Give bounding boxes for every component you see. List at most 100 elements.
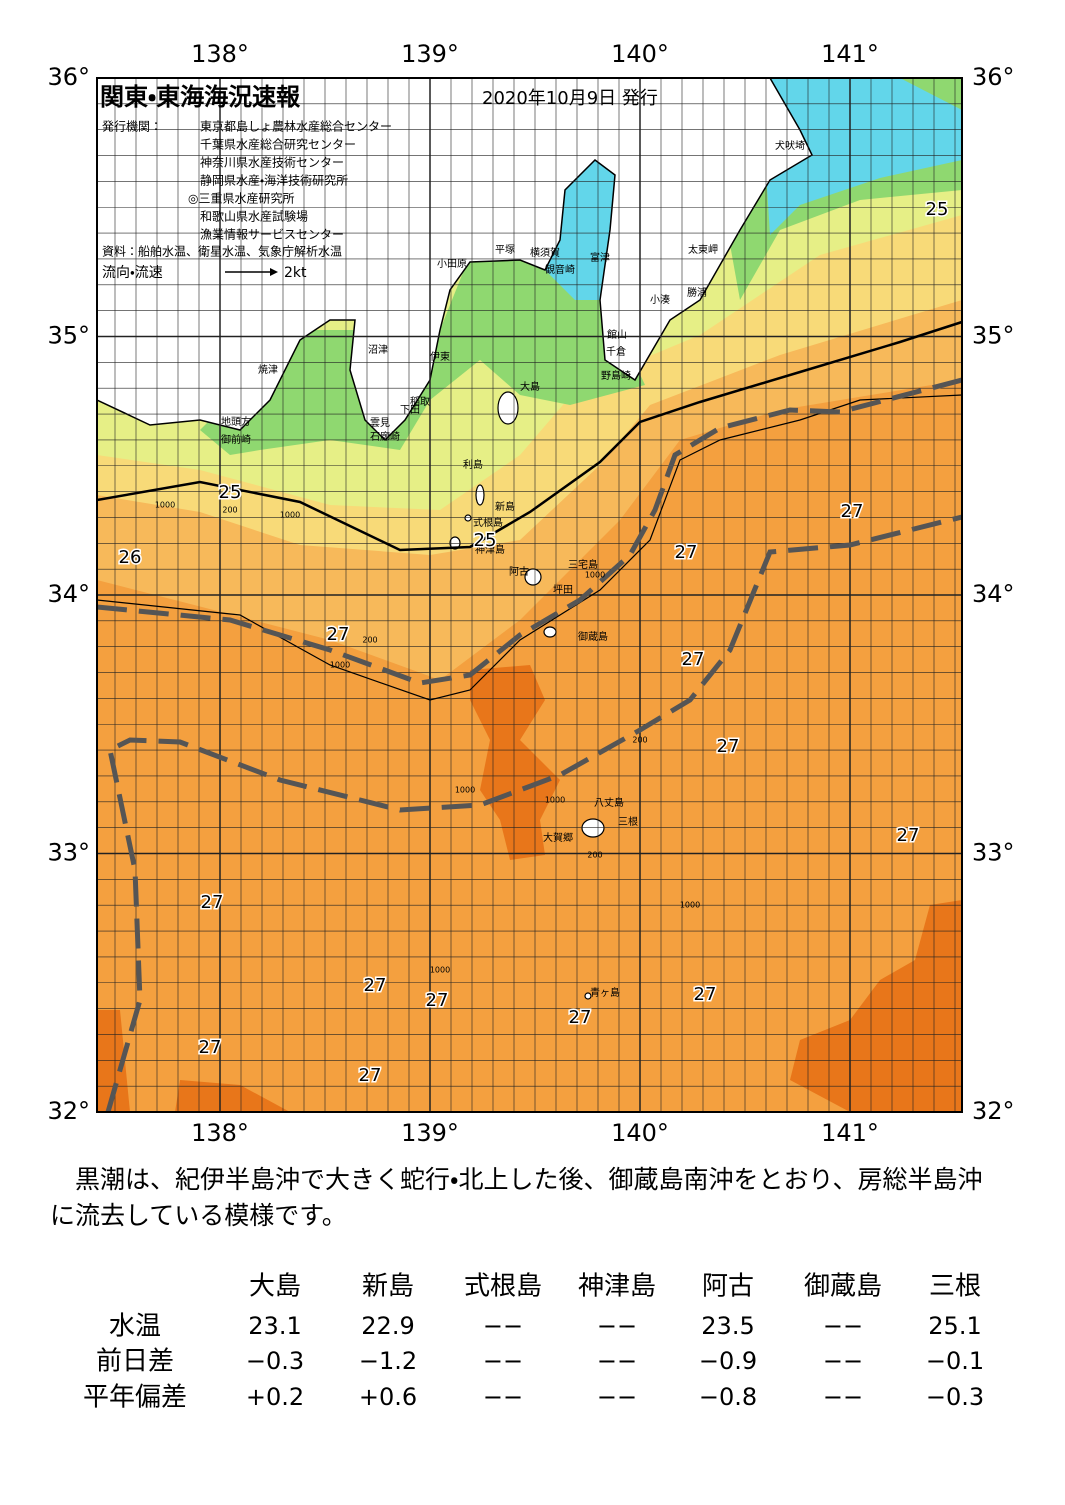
place-name: 御前崎 — [221, 433, 251, 446]
place-name: 大賀郷 — [543, 831, 573, 844]
place-name: 小湊 — [650, 293, 670, 306]
isotherm-line — [97, 320, 962, 552]
sea-hot — [790, 900, 962, 1112]
lon-label: 139° — [401, 40, 459, 68]
publisher: ◎三重県水産研究所 — [188, 192, 294, 206]
depth-label: 1000 — [455, 786, 475, 795]
isotherm-label: 27 — [201, 892, 224, 913]
place-name: 千倉 — [606, 346, 626, 358]
lat-label: 33° — [972, 839, 1015, 867]
lon-label: 141° — [821, 1119, 879, 1147]
depth-label: 1000 — [430, 966, 450, 975]
depth-label: 1000 — [680, 901, 700, 910]
place-name: 神津島 — [475, 543, 505, 556]
sst-map: 関東・東海海況速報 2020年10月9日 発行 発行機関： 資料：船舶水温、衛星… — [47, 40, 1015, 1147]
kuroshio-axis — [105, 514, 962, 1112]
publisher: 神奈川県水産技術センター — [200, 155, 344, 170]
lon-label: 138° — [191, 1119, 249, 1147]
publisher: 千葉県水産総合研究センター — [200, 137, 356, 152]
depth-label: 1000 — [330, 661, 350, 670]
source: 資料：船舶水温、衛星水温、気象庁解析水温 — [102, 244, 342, 259]
isotherm-label: 27 — [717, 736, 740, 757]
lat-label: 32° — [972, 1097, 1015, 1125]
place-name: 勝浦 — [687, 286, 707, 299]
lat-label: 35° — [47, 322, 90, 350]
depth-label: 1000 — [155, 501, 175, 510]
place-name: 三根 — [618, 815, 638, 828]
place-name: 館山 — [607, 328, 627, 341]
lon-label: 140° — [611, 1119, 669, 1147]
lat-label: 34° — [47, 580, 90, 608]
publishers-label: 発行機関： — [102, 120, 162, 134]
isotherm-label: 27 — [364, 975, 387, 996]
island — [475, 484, 485, 506]
kuroshio-axis — [97, 377, 962, 686]
lat-label: 33° — [47, 839, 90, 867]
isotherm-label: 27 — [199, 1037, 222, 1058]
current-label: 流向・流速 — [102, 265, 163, 281]
place-name: 青ヶ島 — [590, 986, 620, 999]
place-name: 阿古 — [509, 565, 529, 578]
lat-label: 34° — [972, 580, 1015, 608]
depth-label: 200 — [222, 506, 237, 515]
isotherm-label: 27 — [841, 501, 864, 522]
isotherm-label: 26 — [119, 547, 142, 568]
isotherm-label: 27 — [327, 624, 350, 645]
isotherm-label: 27 — [426, 990, 449, 1011]
depth-label: 200 — [632, 736, 647, 745]
isotherm-label: 27 — [897, 825, 920, 846]
island — [497, 391, 519, 425]
map-area — [97, 78, 962, 1112]
island — [584, 992, 592, 1000]
lat-label: 36° — [47, 63, 90, 91]
map-frame — [96, 77, 963, 1113]
lat-label: 36° — [972, 63, 1015, 91]
lon-label: 139° — [401, 1119, 459, 1147]
lon-label: 141° — [821, 40, 879, 68]
place-name: 雲見 — [370, 417, 390, 429]
lat-label: 35° — [972, 322, 1015, 350]
issue-date: 2020年10月9日 発行 — [482, 88, 658, 109]
depth-label: 200 — [587, 851, 602, 860]
place-name: 平塚 — [495, 244, 515, 256]
island — [543, 626, 557, 638]
place-name: 御蔵島 — [578, 630, 608, 643]
isotherm-label: 27 — [675, 542, 698, 563]
sea-band — [545, 160, 615, 300]
island — [464, 514, 472, 522]
sea-hot — [470, 665, 560, 860]
place-name: 富津 — [590, 251, 610, 264]
current-scale: 2kt — [284, 265, 307, 281]
place-name: 焼津 — [258, 364, 278, 376]
place-name: 小田原 — [437, 258, 467, 270]
current-arrow-head — [270, 268, 278, 276]
islands — [449, 391, 605, 1000]
depth-label: 1000 — [585, 571, 605, 580]
place-name: 新島 — [495, 500, 515, 513]
summary: 黒潮は、紀伊半島沖で大きく蛇行・北上した後、御蔵島南沖をとおり、房総半島沖に流去… — [50, 1165, 983, 1230]
sea-band — [760, 78, 962, 235]
place-name: 石廊崎 — [370, 430, 400, 443]
publisher: 和歌山県水産試験場 — [200, 209, 308, 224]
place-name: 三宅島 — [568, 558, 598, 571]
lon-label: 140° — [611, 40, 669, 68]
place-name: 式根島 — [473, 516, 503, 529]
place-name: 野島崎 — [601, 369, 631, 382]
place-name: 伊東 — [430, 350, 450, 363]
isotherm-label: 25 — [219, 482, 242, 503]
publisher: 東京都島しょ農林水産総合センター — [200, 119, 392, 134]
graticule — [97, 78, 962, 1112]
isotherm-line — [97, 394, 962, 701]
isotherm-label: 25 — [926, 199, 949, 220]
place-name: 大島 — [520, 380, 540, 393]
depth-label: 1000 — [280, 511, 300, 520]
depth-label: 1000 — [545, 796, 565, 805]
sea-hot — [97, 1010, 130, 1112]
place-name: 横須賀 — [530, 246, 560, 259]
isotherm-label: 27 — [694, 984, 717, 1005]
isotherm-label: 27 — [569, 1007, 592, 1028]
place-name: 沼津 — [368, 343, 388, 356]
place-name: 太東岬 — [688, 243, 718, 256]
place-name: 坪田 — [553, 583, 573, 596]
place-name: 稲取 — [410, 396, 430, 408]
